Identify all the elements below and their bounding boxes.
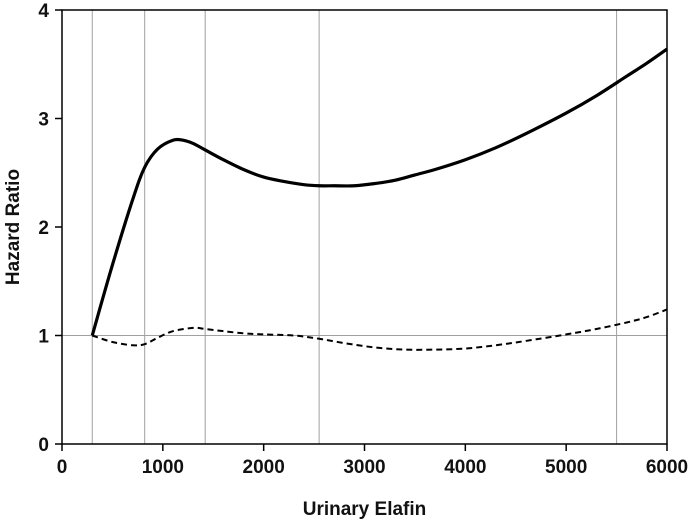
x-tick-label: 1000 (142, 457, 184, 478)
y-tick-label: 4 (38, 1, 49, 22)
reference-lines (62, 10, 667, 444)
x-tick-label: 0 (57, 457, 68, 478)
dashed-series-line (91, 308, 668, 351)
y-tick-label: 2 (38, 218, 49, 239)
y-tick-label: 0 (38, 435, 49, 456)
x-tick-label: 2000 (243, 457, 285, 478)
plot-area-frame (61, 9, 668, 445)
x-tick-label: 5000 (545, 457, 587, 478)
x-tick-label: 6000 (646, 457, 688, 478)
x-axis-ticks: 0 1000 2000 3000 4000 5000 6000 (57, 444, 688, 478)
x-tick-label: 3000 (343, 457, 385, 478)
y-axis-ticks: 0 1 2 3 4 (38, 1, 62, 456)
series-layer (90, 47, 668, 351)
solid-series-line (90, 47, 668, 336)
x-tick-label: 4000 (444, 457, 486, 478)
y-tick-label: 3 (38, 110, 49, 131)
x-axis-title: Urinary Elafin (303, 499, 427, 520)
y-axis-title: Hazard Ratio (3, 169, 24, 285)
y-tick-label: 1 (38, 327, 49, 348)
